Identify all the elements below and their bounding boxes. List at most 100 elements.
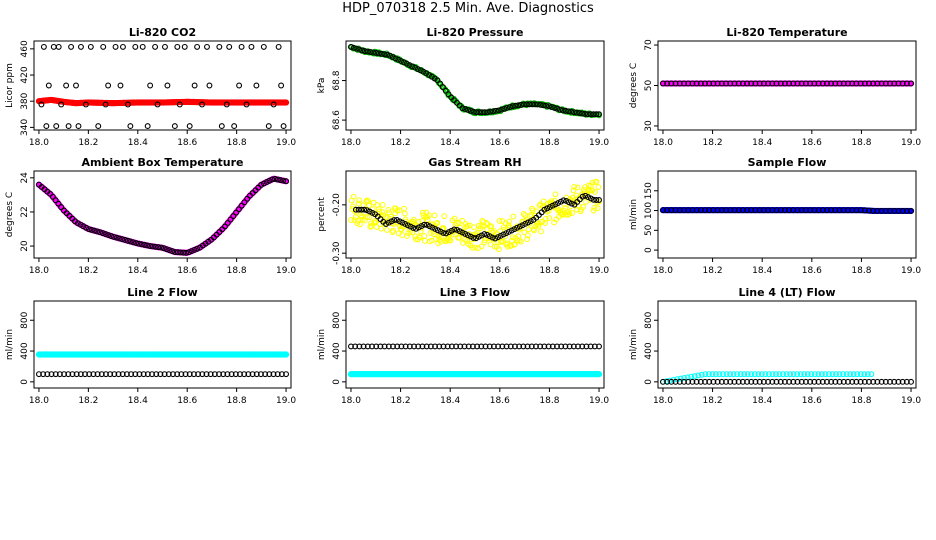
data-point <box>260 43 267 50</box>
chart-panel-2: Li-820 Pressure 18.0 18.2 18.4 18.6 18.8 19.0 6… <box>317 26 609 148</box>
data-point <box>90 371 97 378</box>
data-point <box>714 80 721 87</box>
data-point <box>832 207 839 214</box>
data-point <box>697 378 704 385</box>
data-point <box>833 371 839 378</box>
data-point <box>899 207 906 214</box>
data-point <box>808 371 815 378</box>
data-point <box>685 378 692 385</box>
chart-panel-9: Line 4 (LT) Flow 18.0 18.2 18.4 18.6 18.8 19.0… <box>629 286 921 406</box>
data-point <box>367 49 374 55</box>
data-point <box>375 206 382 212</box>
data-point <box>836 80 843 87</box>
x-tick-label: 19.0 <box>276 266 296 276</box>
data-point <box>431 212 438 219</box>
chart-panel-5: Gas Stream RH 18.0 18.2 18.4 18.6 18.8 19.0 -0.… <box>317 156 609 276</box>
data-point <box>566 343 573 350</box>
data-point <box>506 104 513 110</box>
data-point <box>207 371 214 378</box>
chart-title: Li-820 CO2 <box>129 26 196 39</box>
data-point <box>135 240 142 247</box>
x-tick-label: 18.4 <box>440 396 460 406</box>
data-point <box>781 207 788 214</box>
data-point <box>501 105 508 112</box>
chart-panel-6: Sample Flow 18.0 18.2 18.4 18.6 18.8 19.0 0 50 10… <box>629 156 921 276</box>
data-point <box>727 371 734 378</box>
data-point <box>776 371 783 378</box>
data-point <box>595 184 602 190</box>
data-point <box>664 80 671 87</box>
data-point <box>868 371 875 378</box>
data-point <box>149 371 155 378</box>
data-series-2 <box>348 43 602 118</box>
data-point <box>496 218 503 224</box>
data-point <box>427 343 434 350</box>
data-point <box>132 371 139 378</box>
data-point <box>470 108 477 115</box>
data-point <box>524 232 531 239</box>
data-point <box>819 378 826 385</box>
data-point <box>112 43 119 50</box>
data-point <box>433 220 440 227</box>
data-point <box>359 47 366 54</box>
data-point <box>781 378 788 385</box>
data-point <box>718 207 725 214</box>
data-point <box>689 378 696 385</box>
data-point <box>462 106 469 113</box>
data-point <box>216 371 222 378</box>
data-point <box>169 248 176 255</box>
data-series-2 <box>35 371 290 378</box>
data-point <box>127 123 134 130</box>
data-point <box>565 108 572 115</box>
data-point <box>571 109 577 116</box>
data-point <box>850 371 857 378</box>
data-point <box>361 206 368 213</box>
y-axis-label: ml/min <box>629 199 639 230</box>
data-point <box>350 193 357 200</box>
data-point <box>283 178 290 185</box>
data-point <box>828 80 835 87</box>
data-point <box>672 80 679 87</box>
data-point <box>361 217 368 224</box>
data-point <box>222 223 228 230</box>
data-point <box>870 378 877 385</box>
data-point <box>882 207 889 214</box>
data-point <box>769 80 776 87</box>
data-point <box>155 244 162 251</box>
data-point <box>811 378 818 385</box>
data-point <box>166 247 173 254</box>
data-point <box>591 343 598 350</box>
y-tick-label: 380 <box>20 92 30 109</box>
data-point <box>786 207 793 214</box>
data-point <box>807 80 814 87</box>
data-point <box>558 343 565 350</box>
data-point <box>819 80 826 87</box>
data-point <box>798 207 805 214</box>
data-point <box>504 243 511 250</box>
y-axis-label: kPa <box>317 78 327 94</box>
data-point <box>878 80 885 87</box>
data-point <box>115 371 122 378</box>
data-point <box>583 343 590 350</box>
data-point <box>587 111 594 118</box>
data-point <box>432 343 439 350</box>
data-point <box>866 80 872 87</box>
data-point <box>589 179 596 186</box>
data-point <box>237 371 243 378</box>
data-point <box>401 210 408 217</box>
data-point <box>499 343 506 350</box>
data-point <box>451 226 458 233</box>
data-point <box>697 80 704 87</box>
data-point <box>411 343 417 350</box>
data-point <box>102 231 109 238</box>
data-point <box>469 343 476 350</box>
data-point <box>417 67 424 74</box>
data-point <box>384 51 391 58</box>
data-point <box>260 180 267 187</box>
data-series-1 <box>347 371 603 378</box>
data-point <box>908 80 914 87</box>
data-point <box>243 101 250 108</box>
data-point <box>451 215 458 222</box>
data-point <box>568 200 575 207</box>
